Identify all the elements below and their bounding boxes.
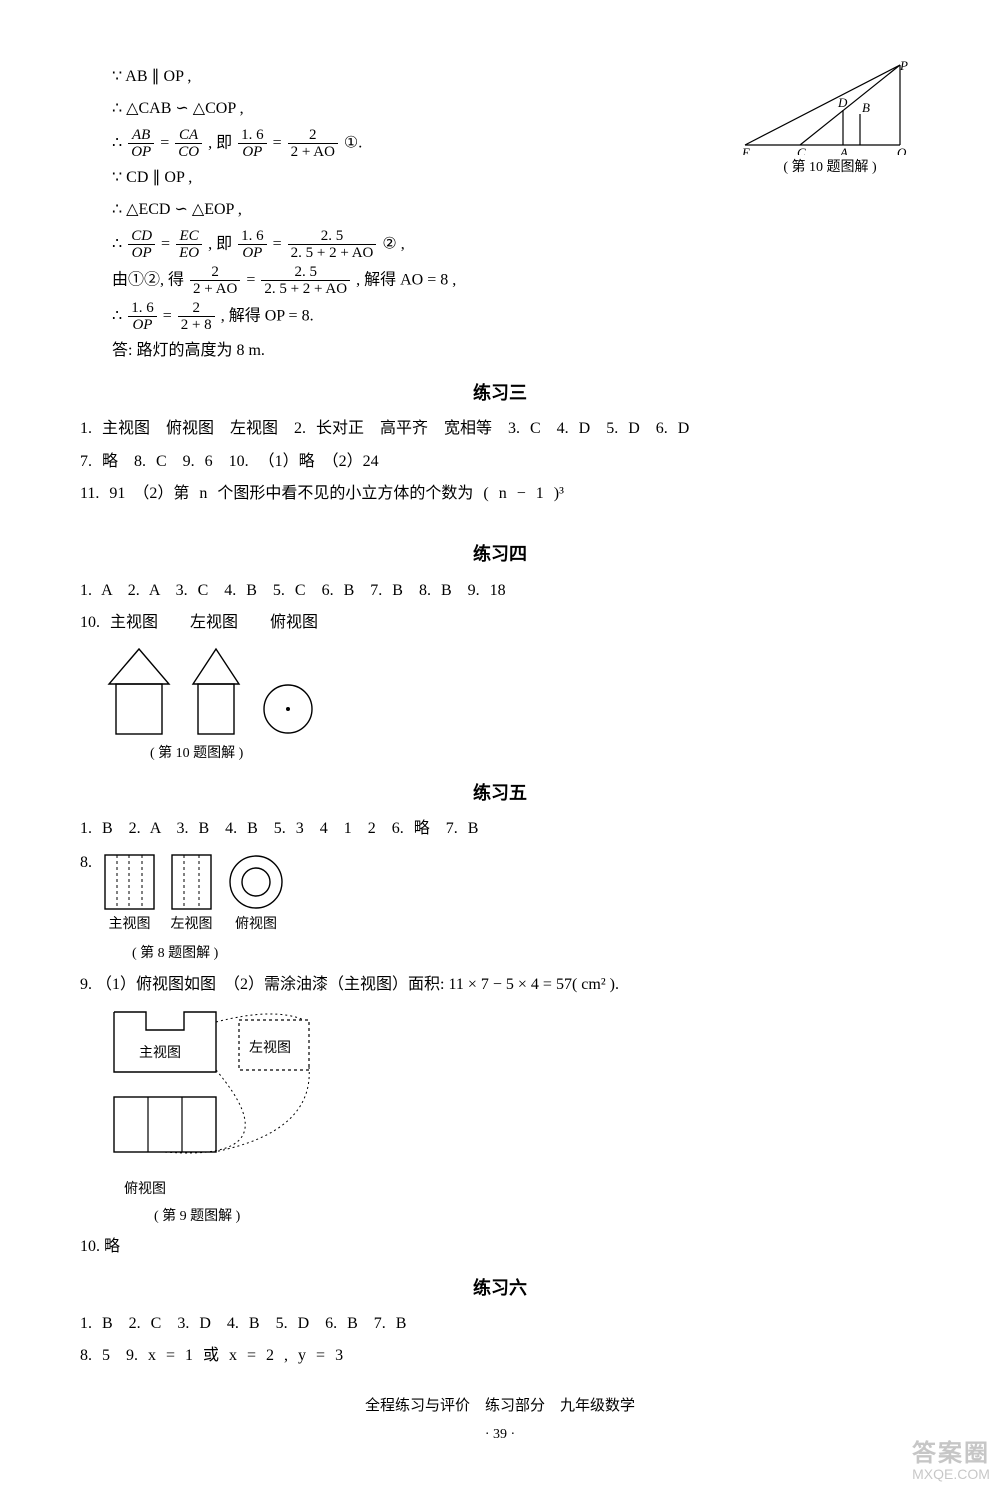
ex5-q8: 8.: [80, 848, 102, 878]
wm-2: MXQE.COM: [912, 1467, 990, 1482]
ex5-caption9: ( 第 9 题图解 ): [154, 1204, 920, 1231]
label-P: P: [899, 60, 908, 73]
f9d: 2 + AO: [190, 281, 240, 298]
f11n: 1. 6: [128, 300, 157, 318]
f5d: OP: [128, 245, 155, 262]
proof-l6: ∴ CDOP = ECEO , 即 1. 6OP = 2. 52. 5 + 2 …: [112, 228, 920, 262]
figure-10-top: P D B E C A O ( 第 10 题图解 ): [740, 60, 920, 182]
label-O: O: [897, 145, 907, 155]
f12d: 2 + 8: [178, 317, 215, 334]
ex6-title: 练习六: [80, 1271, 920, 1305]
f9n: 2: [190, 264, 240, 282]
label-C: C: [797, 145, 806, 155]
f1d: OP: [128, 144, 154, 161]
proof-l8: ∴ 1. 6OP = 22 + 8 , 解得 OP = 8.: [112, 300, 920, 334]
front-view-icon: [102, 852, 157, 912]
l8-suf: , 解得 OP = 8.: [221, 307, 314, 324]
l7-mid: , 解得 AO = 8 ,: [356, 271, 456, 288]
l3-suf: ①.: [344, 134, 362, 151]
f6d: EO: [176, 245, 202, 262]
f7d: OP: [238, 245, 267, 262]
lbl-zuo: 左视图: [169, 912, 214, 939]
proof-l9: 答: 路灯的高度为 8 m.: [112, 336, 920, 366]
ex3-r2: 7. 略 8. C 9. 6 10. （1）略 （2）24: [80, 447, 920, 477]
l8-pre: ∴: [112, 307, 126, 324]
wm-1: 答案圈: [912, 1441, 990, 1467]
f10d: 2. 5 + 2 + AO: [261, 281, 350, 298]
f8d: 2. 5 + 2 + AO: [288, 245, 377, 262]
ex5-r1: 1. B 2. A 3. B 4. B 5. 3 4 1 2 6. 略 7. B: [80, 814, 920, 844]
f8n: 2. 5: [288, 228, 377, 246]
watermark: 答案圈 MXQE.COM: [912, 1441, 990, 1483]
ex5-q10: 10. 略: [80, 1232, 920, 1262]
f4d: 2 + AO: [288, 144, 338, 161]
label-E: E: [741, 145, 750, 155]
ex4-title: 练习四: [80, 537, 920, 571]
l6-pre: ∴: [112, 235, 126, 252]
f5n: CD: [128, 228, 155, 246]
ex5-q9: 9. （1）俯视图如图 （2）需涂油漆（主视图）面积: 11 × 7 − 5 ×…: [80, 970, 920, 1000]
l3-pre: ∴: [112, 134, 126, 151]
ex3-r3: 11. 91 （2）第 n 个图形中看不见的小立方体的个数为 ( n − 1 )…: [80, 479, 920, 509]
house-left-icon: [186, 644, 246, 739]
f11d: OP: [128, 317, 157, 334]
f12n: 2: [178, 300, 215, 318]
f2n: CA: [175, 127, 202, 145]
l7-pre: 由①②, 得: [112, 271, 184, 288]
ex3-r1: 1. 主视图 俯视图 左视图 2. 长对正 高平齐 宽相等 3. C 4. D …: [80, 414, 920, 444]
q9-diagram: 主视图 左视图: [104, 1002, 334, 1177]
lbl-zhu: 主视图: [102, 912, 157, 939]
left-view-icon: [169, 852, 214, 912]
proof-l7: 由①②, 得 22 + AO = 2. 52. 5 + 2 + AO , 解得 …: [112, 264, 920, 298]
ex4-caption: ( 第 10 题图解 ): [150, 741, 920, 768]
figure-10-top-caption: ( 第 10 题图解 ): [740, 155, 920, 182]
q9-fu-label: 俯视图: [124, 1177, 920, 1204]
ex6-r2: 8. 5 9. x = 1 或 x = 2 , y = 3: [80, 1341, 920, 1371]
footer-page: · 39 ·: [80, 1422, 920, 1449]
ex4-r2: 10. 主视图 左视图 俯视图: [80, 608, 920, 638]
ex3-title: 练习三: [80, 376, 920, 410]
f2d: CO: [175, 144, 202, 161]
label-A: A: [839, 145, 848, 155]
q9-zhu-label: 主视图: [139, 1045, 181, 1061]
label-D: D: [837, 95, 848, 110]
label-B: B: [862, 100, 870, 115]
proof-l5: ∴ △ECD ∽ △EOP ,: [112, 195, 920, 225]
ex4-figures: [104, 644, 920, 739]
ex5-title: 练习五: [80, 776, 920, 810]
house-front-icon: [104, 644, 174, 739]
ex5-caption8: ( 第 8 题图解 ): [132, 941, 286, 968]
l3-mid: , 即: [208, 134, 232, 151]
top-view-icon: [226, 852, 286, 912]
f1n: AB: [128, 127, 154, 145]
lbl-fu: 俯视图: [226, 912, 286, 939]
f10n: 2. 5: [261, 264, 350, 282]
l6-suf: ② ,: [382, 235, 404, 252]
l6-mid: , 即: [208, 235, 232, 252]
f3n: 1. 6: [238, 127, 267, 145]
f4n: 2: [288, 127, 338, 145]
ex6-r1: 1. B 2. C 3. D 4. B 5. D 6. B 7. B: [80, 1309, 920, 1339]
f6n: EC: [176, 228, 202, 246]
f7n: 1. 6: [238, 228, 267, 246]
ex4-r1: 1. A 2. A 3. C 4. B 5. C 6. B 7. B 8. B …: [80, 576, 920, 606]
q9-zuo-label: 左视图: [249, 1040, 291, 1056]
footer-text: 全程练习与评价 练习部分 九年级数学: [80, 1392, 920, 1421]
triangle-diagram: P D B E C A O: [740, 60, 910, 155]
circle-dot-icon: [258, 679, 318, 739]
f3d: OP: [238, 144, 267, 161]
